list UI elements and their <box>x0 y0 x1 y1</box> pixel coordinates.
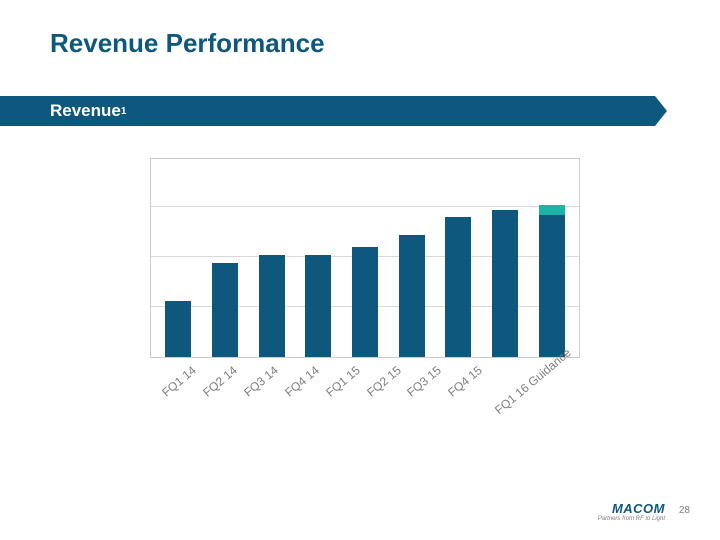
slide: Revenue Performance Revenue 1 FQ1 14FQ2 … <box>0 0 720 540</box>
revenue-chart: FQ1 14FQ2 14FQ3 14FQ4 14FQ1 15FQ2 15FQ3 … <box>150 158 580 393</box>
chart-bar <box>528 159 575 357</box>
chart-x-label: FQ3 15 <box>404 363 444 400</box>
chart-x-label: FQ4 14 <box>282 363 322 400</box>
chart-bar <box>342 159 389 357</box>
ribbon-label: Revenue <box>50 101 121 121</box>
ribbon-superscript: 1 <box>121 106 127 117</box>
chart-bar-primary-segment <box>445 217 471 357</box>
chart-plot-area <box>150 158 580 358</box>
chart-bar-secondary-segment <box>539 205 565 215</box>
chart-bar <box>388 159 435 357</box>
chart-bar-primary-segment <box>305 255 331 358</box>
section-ribbon: Revenue 1 <box>0 96 655 126</box>
chart-x-label: FQ2 15 <box>363 363 403 400</box>
chart-bar-primary-segment <box>212 263 238 357</box>
chart-bar <box>482 159 529 357</box>
chart-x-label: FQ2 14 <box>200 363 240 400</box>
chart-x-label: FQ1 15 <box>322 363 362 400</box>
chart-bar-primary-segment <box>352 247 378 357</box>
chart-bar <box>155 159 202 357</box>
chart-bars <box>151 159 579 357</box>
chart-bar <box>202 159 249 357</box>
logo-text: MACOM <box>598 501 665 516</box>
chart-bar <box>435 159 482 357</box>
page-title: Revenue Performance <box>50 28 325 59</box>
chart-x-label: FQ4 15 <box>445 363 485 400</box>
chart-bar-primary-segment <box>492 210 518 358</box>
chart-x-label: FQ3 14 <box>241 363 281 400</box>
page-number: 28 <box>679 505 690 516</box>
chart-bar-primary-segment <box>165 301 191 357</box>
chart-x-labels: FQ1 14FQ2 14FQ3 14FQ4 14FQ1 15FQ2 15FQ3 … <box>150 362 580 376</box>
chart-bar-primary-segment <box>399 235 425 358</box>
logo: MACOM Partners from RF to Light <box>598 501 665 522</box>
chart-bar <box>248 159 295 357</box>
chart-bar <box>295 159 342 357</box>
logo-tagline: Partners from RF to Light <box>598 516 665 522</box>
chart-bar-primary-segment <box>259 255 285 358</box>
chart-bar-primary-segment <box>539 215 565 358</box>
chart-x-label: FQ1 14 <box>159 363 199 400</box>
